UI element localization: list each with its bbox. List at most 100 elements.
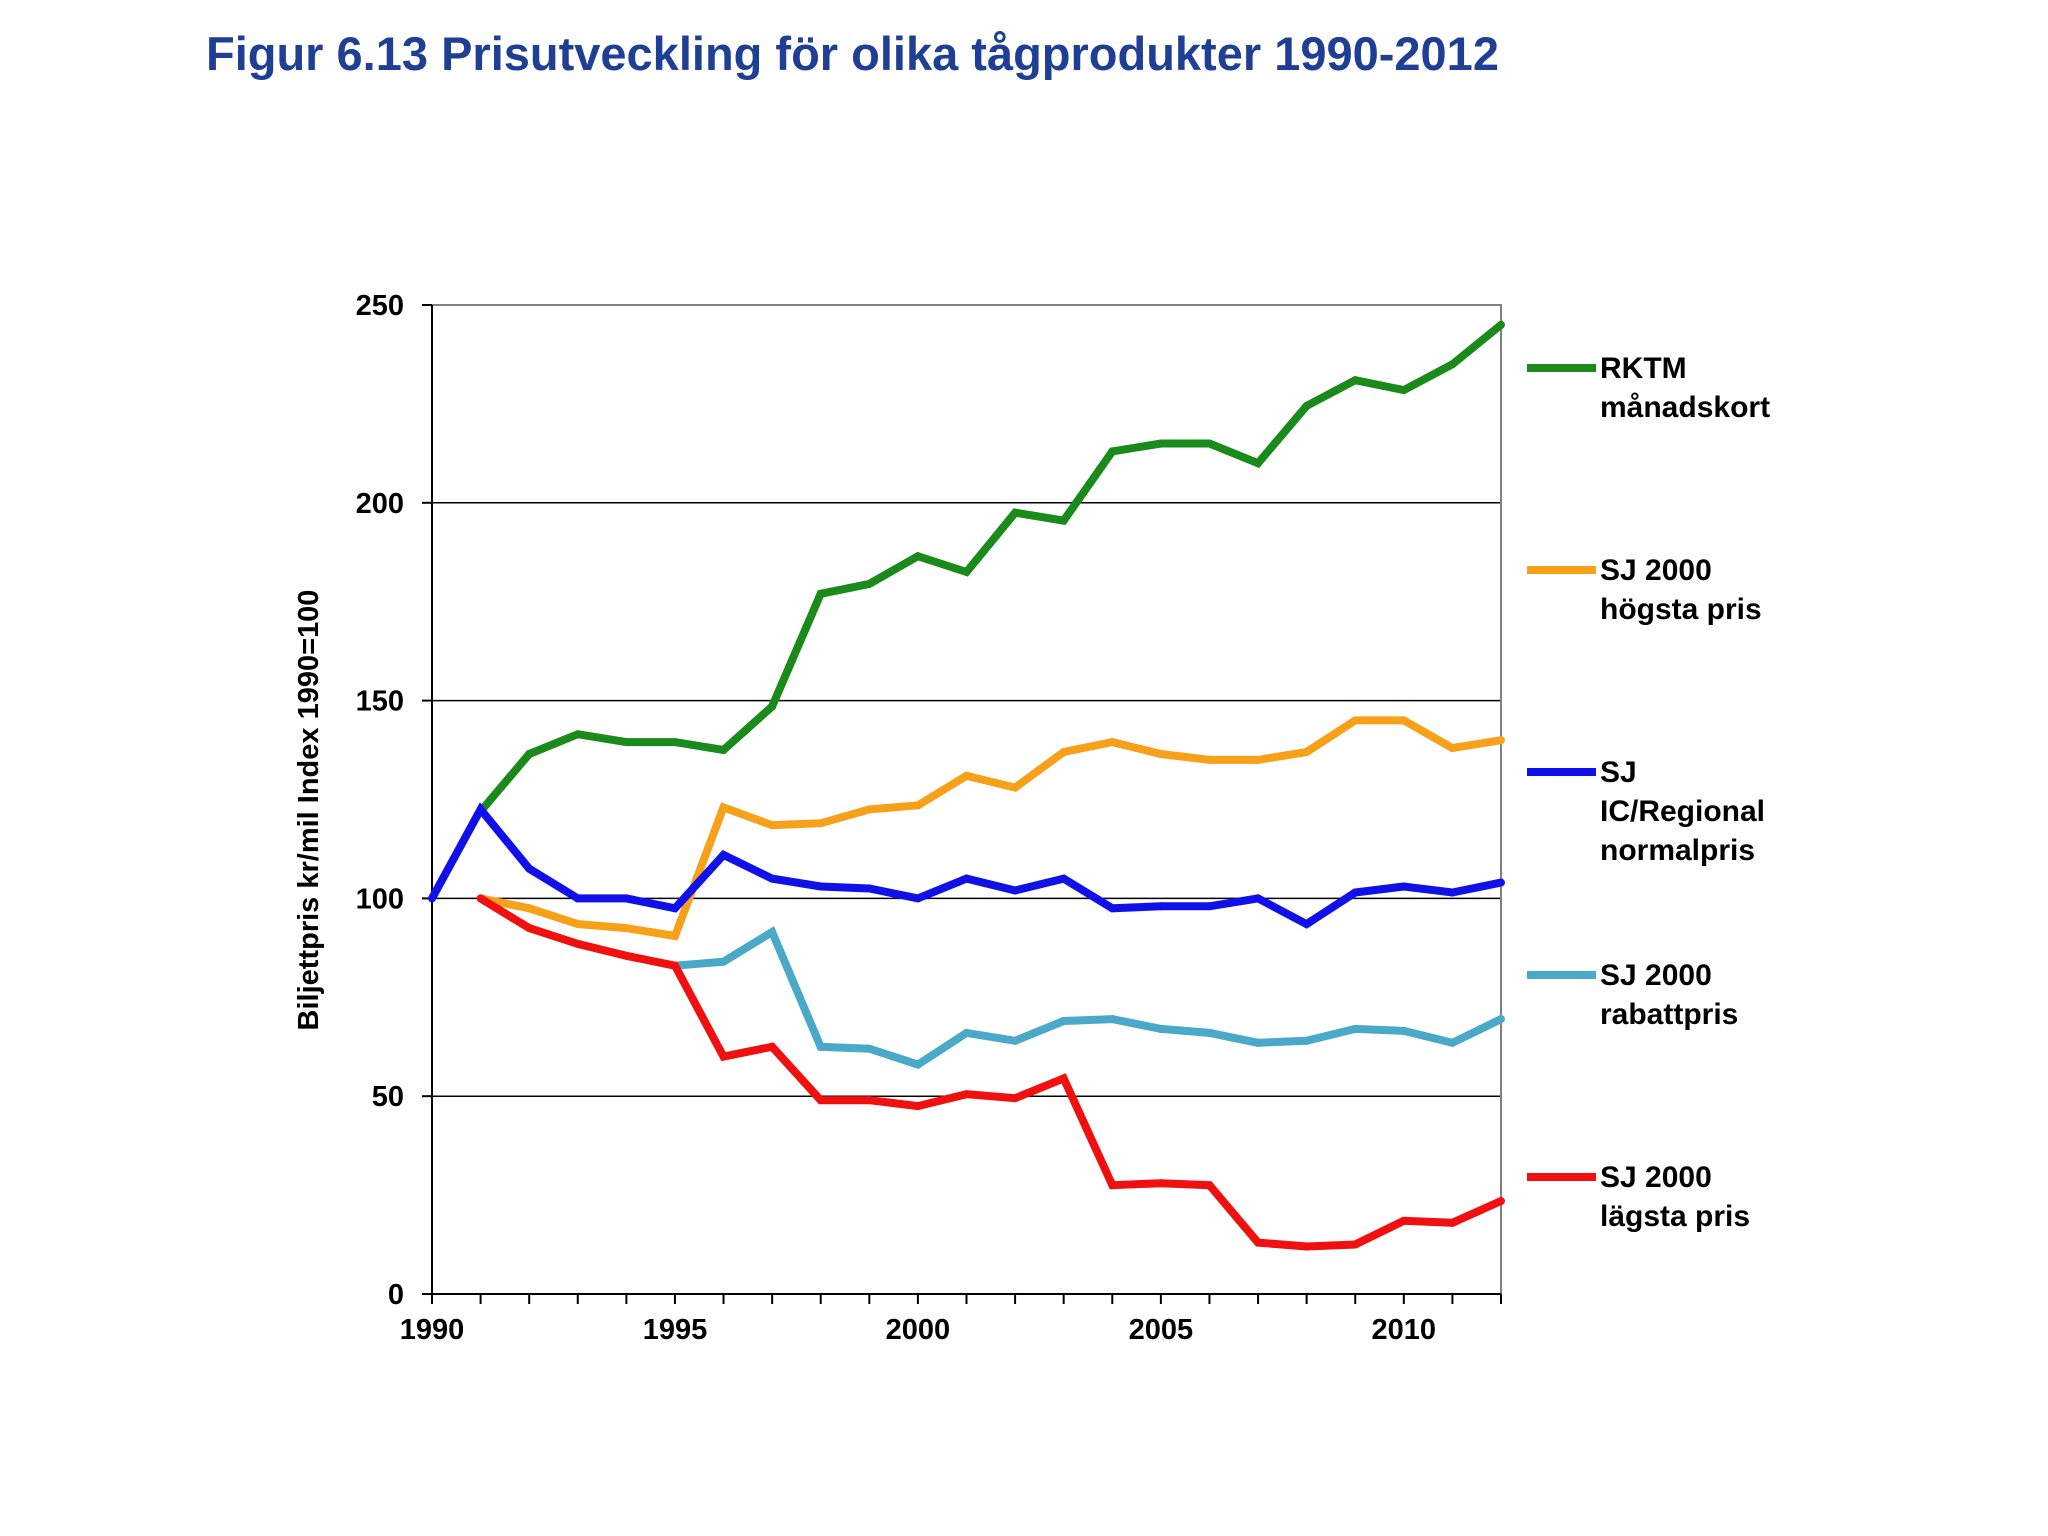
data-point xyxy=(476,805,485,814)
data-point xyxy=(719,957,728,966)
data-point xyxy=(1497,1015,1505,1024)
data-point xyxy=(1497,736,1505,745)
series-4 xyxy=(670,926,1505,1069)
legend-label: SJ 2000 xyxy=(1600,959,1712,992)
axes: 0 50 100 150 200 250 1990 1995 2000 2005 2010 xyxy=(356,290,1502,1346)
data-point xyxy=(962,1028,971,1037)
data-point xyxy=(1351,716,1360,725)
x-tick-label: 2005 xyxy=(1129,1314,1194,1346)
data-point xyxy=(1205,1028,1214,1037)
series-3 xyxy=(428,802,1505,929)
data-point xyxy=(1399,386,1408,395)
legend-label: RKTM xyxy=(1600,352,1687,385)
data-point xyxy=(1059,516,1068,525)
data-point xyxy=(670,931,679,940)
series-line xyxy=(478,894,1503,1251)
data-point xyxy=(816,589,825,598)
gridlines xyxy=(432,502,1501,1097)
data-point xyxy=(1302,1036,1311,1045)
data-point xyxy=(1011,1036,1020,1045)
series-line xyxy=(477,321,1504,814)
data-point xyxy=(573,894,582,903)
y-axis-label: Biljettpris kr/mil Index 1990=100 xyxy=(293,590,325,1031)
data-point xyxy=(1399,1026,1408,1035)
legend-label: rabattpris xyxy=(1600,998,1738,1031)
data-point xyxy=(525,924,534,933)
data-point xyxy=(1351,1240,1360,1249)
data-point xyxy=(525,750,534,759)
legend-item: SJ 2000 lägsta pris xyxy=(1527,1161,1750,1233)
data-point xyxy=(865,805,874,814)
data-point xyxy=(1108,904,1117,913)
data-point xyxy=(913,894,922,903)
data-point xyxy=(865,884,874,893)
data-point xyxy=(1302,920,1311,929)
data-point xyxy=(865,1044,874,1053)
data-point xyxy=(1497,320,1505,329)
data-point xyxy=(1059,1074,1068,1083)
x-tick-label: 1990 xyxy=(400,1314,465,1346)
data-point xyxy=(573,730,582,739)
legend-item: SJ 2000 rabattpris xyxy=(1527,959,1738,1031)
figure-title: Figur 6.13 Prisutveckling för olika tågp… xyxy=(206,27,1499,80)
data-point xyxy=(1448,888,1457,897)
data-point xyxy=(865,1096,874,1105)
data-point xyxy=(1399,882,1408,891)
data-point xyxy=(1059,1017,1068,1026)
data-point xyxy=(525,904,534,913)
data-point xyxy=(1448,360,1457,369)
data-point xyxy=(622,924,631,933)
data-point xyxy=(1497,1197,1505,1206)
data-point xyxy=(816,1096,825,1105)
data-point xyxy=(768,1042,777,1051)
data-point xyxy=(1254,1038,1263,1047)
data-point xyxy=(1351,376,1360,385)
data-point xyxy=(913,1102,922,1111)
data-point xyxy=(1011,886,1020,895)
data-point xyxy=(1156,902,1165,911)
data-point xyxy=(1399,716,1408,725)
series-1 xyxy=(476,320,1505,816)
legend-item: SJ 2000 högsta pris xyxy=(1527,554,1762,626)
data-point xyxy=(622,894,631,903)
x-tick-label: 2000 xyxy=(886,1314,951,1346)
data-point xyxy=(1011,508,1020,517)
legend-label: högsta pris xyxy=(1600,593,1762,626)
data-point xyxy=(816,819,825,828)
data-point xyxy=(719,746,728,755)
series-line xyxy=(479,716,1502,941)
data-point xyxy=(1254,755,1263,764)
data-point xyxy=(1108,738,1117,747)
data-point xyxy=(1302,401,1311,410)
data-point xyxy=(573,920,582,929)
data-point xyxy=(719,1052,728,1061)
data-point xyxy=(816,1042,825,1051)
series-lines xyxy=(428,320,1505,1251)
data-point xyxy=(1205,902,1214,911)
legend-label: normalpris xyxy=(1600,834,1755,867)
data-point xyxy=(768,874,777,883)
data-point xyxy=(670,738,679,747)
series-line xyxy=(428,802,1502,929)
data-point xyxy=(962,874,971,883)
data-point xyxy=(1448,1218,1457,1227)
data-point xyxy=(670,961,679,970)
data-point xyxy=(1108,1181,1117,1190)
series-5 xyxy=(476,894,1505,1251)
legend-label: månadskort xyxy=(1600,391,1770,424)
x-tick-label: 1995 xyxy=(643,1314,708,1346)
data-point xyxy=(1351,1024,1360,1033)
data-point xyxy=(1011,783,1020,792)
y-tick-label: 100 xyxy=(356,883,404,915)
legend-label: SJ 2000 xyxy=(1600,554,1712,587)
data-point xyxy=(622,951,631,960)
data-point xyxy=(622,738,631,747)
data-point xyxy=(1497,878,1505,887)
data-point xyxy=(913,801,922,810)
data-point xyxy=(1108,447,1117,456)
data-point xyxy=(1108,1015,1117,1024)
y-tick-label: 0 xyxy=(388,1279,404,1311)
legend: RKTM månadskort SJ 2000 högsta pris SJ IC/Reg… xyxy=(1527,352,1770,1233)
x-tick-label: 2010 xyxy=(1372,1314,1437,1346)
